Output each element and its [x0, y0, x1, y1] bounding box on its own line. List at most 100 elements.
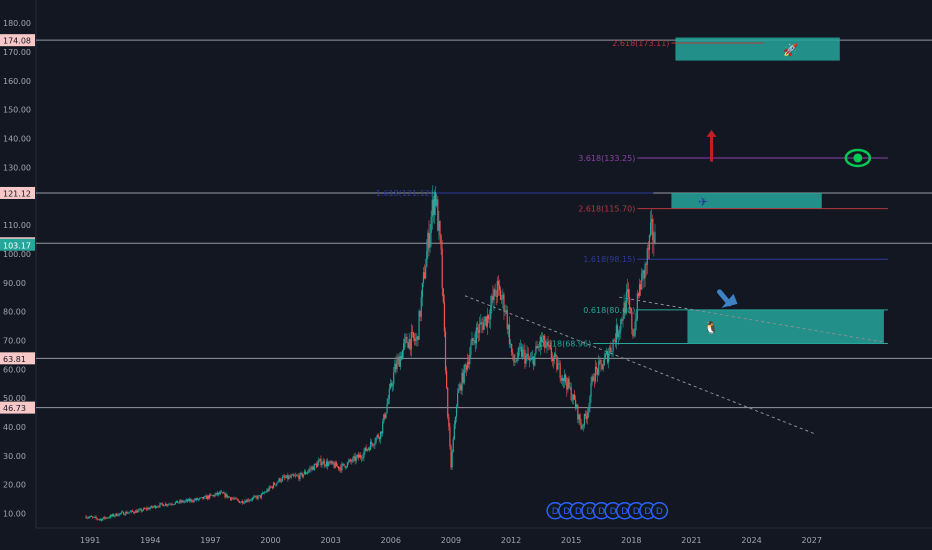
candle — [225, 494, 227, 498]
candle — [160, 503, 162, 504]
candle — [214, 494, 216, 497]
candle — [310, 468, 312, 470]
fib-level-label: 1.618(98.15) — [583, 255, 635, 264]
candle — [220, 491, 222, 494]
candle — [195, 498, 197, 501]
y-tick-label: 20.00 — [3, 481, 26, 490]
candle — [314, 463, 317, 465]
candle — [199, 497, 201, 500]
candle — [109, 515, 111, 518]
candle — [346, 462, 348, 467]
candle — [111, 514, 114, 517]
candle — [635, 319, 637, 322]
candle — [408, 339, 410, 349]
candle — [430, 216, 432, 233]
candle — [516, 358, 518, 362]
candle — [567, 378, 569, 390]
candle — [576, 404, 578, 408]
y-tick-label: 140.00 — [3, 134, 31, 143]
candle — [119, 513, 121, 514]
candle — [391, 384, 394, 386]
candle — [558, 363, 560, 365]
target-box[interactable] — [675, 37, 840, 61]
y-tick-label: 30.00 — [3, 452, 26, 461]
candle — [202, 497, 204, 499]
candle — [616, 325, 619, 337]
candle — [268, 486, 270, 491]
candle — [117, 515, 119, 517]
candle — [254, 496, 256, 497]
candle — [653, 240, 655, 244]
candle — [614, 340, 616, 343]
candle — [539, 336, 541, 348]
candle — [643, 270, 645, 279]
candle — [486, 314, 489, 327]
candle — [496, 280, 498, 297]
candle — [355, 456, 357, 462]
candle — [504, 310, 506, 312]
dividend-marker-label: D — [575, 507, 582, 517]
candle — [417, 336, 419, 340]
candle — [235, 497, 237, 499]
candle — [602, 365, 604, 370]
candle — [234, 497, 236, 499]
candle — [215, 492, 217, 495]
candle — [462, 372, 464, 383]
candle — [406, 336, 408, 343]
candle — [411, 331, 414, 333]
candle — [578, 414, 580, 420]
candle — [137, 510, 139, 513]
candle — [560, 378, 562, 381]
candle — [212, 495, 214, 496]
candle — [87, 517, 89, 519]
candle — [351, 461, 353, 462]
candle — [565, 374, 567, 383]
candle — [572, 394, 574, 400]
candle — [131, 510, 134, 512]
candle — [609, 347, 611, 354]
candle — [554, 353, 556, 358]
candle — [326, 461, 329, 467]
candle — [341, 464, 343, 471]
y-tick-label: 150.00 — [3, 106, 31, 115]
target-box[interactable] — [687, 309, 884, 344]
candle — [164, 503, 167, 506]
candle — [483, 321, 485, 330]
candle — [298, 475, 300, 480]
candle — [584, 414, 587, 417]
candle — [304, 471, 307, 474]
candle — [121, 511, 124, 513]
candle — [264, 492, 266, 494]
candle — [364, 447, 366, 452]
candle — [217, 492, 220, 495]
y-tick-label: 10.00 — [3, 510, 26, 519]
target-box[interactable] — [671, 192, 822, 209]
dividend-marker-icon[interactable] — [650, 501, 669, 520]
candle — [93, 516, 95, 518]
candle — [449, 426, 451, 447]
candle — [497, 280, 500, 285]
candle — [490, 305, 492, 320]
candle — [343, 463, 345, 466]
candle — [266, 489, 268, 493]
trendline[interactable] — [619, 296, 882, 343]
candle — [99, 519, 102, 520]
candle — [86, 517, 88, 519]
candle — [208, 494, 211, 499]
candle — [281, 477, 283, 481]
trendline[interactable] — [464, 295, 816, 435]
price-level-tag — [0, 401, 35, 414]
candle — [587, 412, 589, 419]
candle — [318, 460, 320, 463]
x-tick-label: 2009 — [441, 536, 461, 545]
candle — [325, 461, 328, 466]
candle — [106, 517, 108, 519]
candle — [545, 346, 547, 348]
candle — [589, 396, 591, 408]
candle — [640, 284, 642, 290]
candle — [183, 501, 185, 503]
candle — [618, 333, 620, 337]
candle — [536, 346, 538, 349]
eye-icon — [844, 148, 872, 168]
